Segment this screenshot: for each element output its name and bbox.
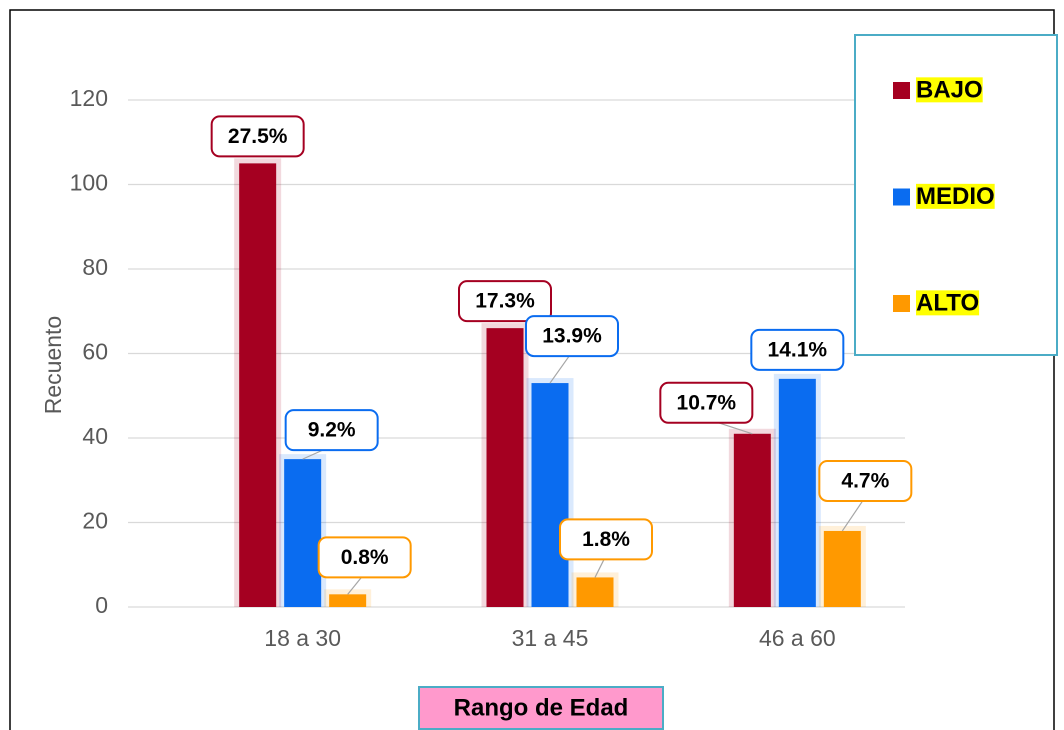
legend-swatch bbox=[893, 82, 910, 99]
data-label: 9.2% bbox=[308, 419, 356, 442]
legend-label: ALTO bbox=[916, 289, 979, 316]
data-label-box bbox=[559, 518, 653, 561]
legend-swatch bbox=[893, 295, 910, 312]
y-tick-label: 40 bbox=[82, 423, 108, 449]
data-label-box bbox=[750, 328, 845, 371]
frame bbox=[9, 9, 1055, 730]
data-label-box bbox=[458, 280, 552, 323]
bar bbox=[284, 459, 322, 607]
bar bbox=[823, 530, 861, 607]
y-axis-title: Recuento bbox=[40, 316, 66, 414]
data-label-box bbox=[210, 115, 305, 158]
data-label: 13.9% bbox=[542, 325, 602, 348]
data-label: 14.1% bbox=[768, 338, 828, 361]
bar bbox=[329, 594, 367, 607]
y-tick-label: 0 bbox=[95, 592, 108, 618]
y-tick-label: 60 bbox=[82, 339, 108, 365]
bar bbox=[576, 577, 614, 607]
data-label-box bbox=[525, 315, 619, 358]
data-label: 10.7% bbox=[677, 391, 737, 414]
x-axis-title-box bbox=[418, 686, 664, 730]
bar bbox=[733, 433, 771, 607]
bar bbox=[486, 328, 524, 607]
leader-line bbox=[549, 351, 573, 384]
data-label-box bbox=[284, 409, 379, 452]
y-tick-label: 20 bbox=[82, 508, 108, 534]
legend-swatch bbox=[893, 188, 910, 206]
legend-highlight bbox=[916, 290, 980, 316]
data-label: 27.5% bbox=[228, 125, 288, 148]
y-tick-label: 100 bbox=[70, 170, 108, 196]
x-tick-label: 46 a 60 bbox=[759, 625, 836, 651]
data-label-box bbox=[818, 459, 913, 502]
y-tick-label: 80 bbox=[82, 254, 108, 280]
y-tick-label: 120 bbox=[70, 85, 108, 111]
data-label-box bbox=[317, 536, 412, 579]
legend-highlight bbox=[916, 77, 983, 103]
legend-label: BAJO bbox=[916, 76, 983, 103]
data-label: 4.7% bbox=[841, 469, 889, 492]
data-label: 1.8% bbox=[582, 528, 630, 551]
legend-highlight bbox=[916, 183, 995, 209]
legend-label: MEDIO bbox=[916, 183, 995, 210]
leader-line bbox=[841, 496, 866, 532]
data-label: 17.3% bbox=[475, 290, 535, 313]
data-label-box bbox=[659, 381, 754, 424]
x-tick-label: 18 a 30 bbox=[264, 625, 341, 651]
bar bbox=[778, 378, 816, 607]
x-tick-label: 31 a 45 bbox=[512, 625, 589, 651]
bar bbox=[239, 163, 277, 607]
x-axis-title: Rango de Edad bbox=[454, 694, 629, 721]
bar bbox=[531, 383, 569, 607]
data-label: 0.8% bbox=[341, 546, 389, 569]
